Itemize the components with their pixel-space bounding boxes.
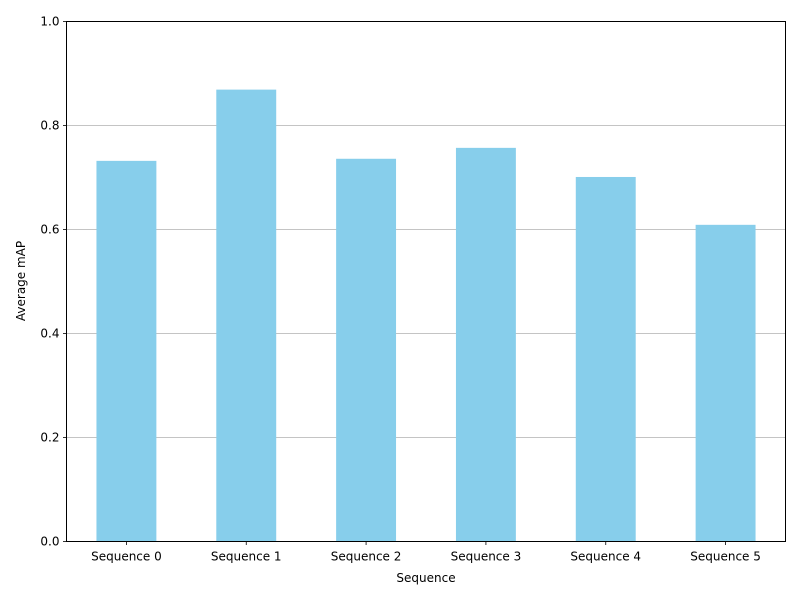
y-tick-label: 0.2	[40, 431, 59, 445]
bar	[336, 158, 397, 542]
x-axis-ticks: Sequence 0 Sequence 1 Sequence 2 Sequence 3…	[91, 541, 761, 564]
bar	[575, 176, 636, 542]
plot-frame	[66, 21, 786, 542]
y-tick-label: 0.8	[40, 119, 59, 133]
y-tick-label: 0.0	[40, 535, 59, 549]
y-axis-label: Average mAP	[14, 241, 28, 321]
bar	[695, 224, 756, 542]
bar	[96, 160, 157, 542]
x-tick-label: Sequence 1	[211, 550, 282, 564]
y-tick-label: 0.4	[40, 327, 59, 341]
x-tick-label: Sequence 5	[690, 550, 761, 564]
gridlines	[66, 125, 786, 438]
bars	[96, 89, 756, 542]
y-tick-label: 1.0	[40, 15, 59, 29]
bar	[455, 147, 516, 542]
y-tick-label: 0.6	[40, 223, 59, 237]
y-axis-ticks: 0.0 0.2 0.4 0.6 0.8 1.0	[40, 15, 67, 549]
bar	[216, 89, 277, 542]
x-tick-label: Sequence 2	[331, 550, 402, 564]
x-tick-label: Sequence 0	[91, 550, 162, 564]
x-tick-label: Sequence 4	[570, 550, 641, 564]
x-axis-label: Sequence	[396, 571, 455, 585]
x-tick-label: Sequence 3	[451, 550, 522, 564]
